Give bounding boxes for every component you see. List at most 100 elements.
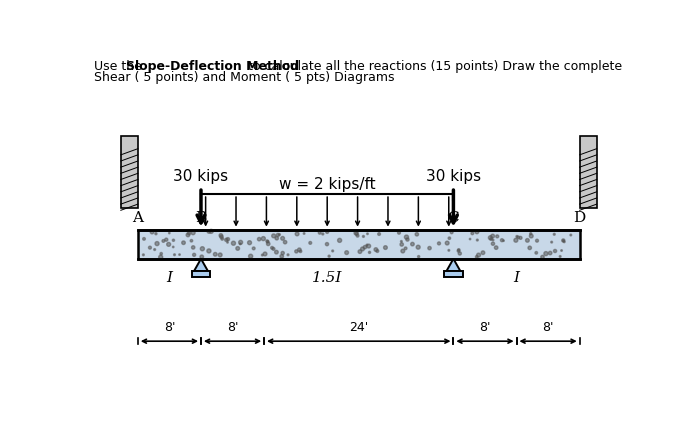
- Text: A: A: [132, 211, 144, 225]
- Point: [155, 250, 167, 257]
- Point: [526, 232, 537, 239]
- Point: [228, 240, 239, 247]
- Point: [471, 253, 482, 260]
- Point: [540, 250, 552, 257]
- Point: [454, 250, 466, 257]
- Point: [279, 239, 290, 246]
- Point: [317, 230, 328, 237]
- Point: [216, 232, 227, 239]
- Point: [558, 237, 569, 244]
- Point: [558, 237, 569, 244]
- Text: 8': 8': [164, 321, 175, 334]
- Point: [487, 236, 498, 243]
- Point: [446, 229, 457, 236]
- Point: [358, 233, 369, 240]
- Point: [262, 238, 273, 245]
- Point: [510, 237, 522, 244]
- Point: [442, 239, 453, 246]
- Point: [395, 238, 407, 245]
- Point: [262, 238, 274, 245]
- Point: [380, 244, 391, 251]
- Point: [473, 252, 484, 259]
- Point: [393, 229, 405, 236]
- Point: [139, 236, 150, 243]
- Point: [453, 246, 464, 253]
- Text: C: C: [447, 211, 459, 225]
- Point: [407, 241, 418, 248]
- Point: [334, 237, 345, 244]
- Point: [197, 245, 208, 252]
- Point: [565, 232, 576, 239]
- Point: [364, 249, 375, 256]
- Point: [354, 248, 365, 255]
- Point: [413, 253, 424, 260]
- Point: [363, 243, 374, 250]
- Point: [531, 250, 542, 257]
- Point: [232, 245, 244, 252]
- Bar: [444, 271, 463, 277]
- Text: 30 kips: 30 kips: [426, 169, 481, 184]
- Point: [357, 246, 368, 253]
- Point: [511, 233, 522, 240]
- Point: [272, 232, 284, 239]
- Point: [244, 239, 256, 246]
- Point: [138, 251, 149, 258]
- Point: [554, 253, 566, 260]
- Point: [433, 240, 444, 247]
- Point: [163, 241, 174, 248]
- Point: [531, 237, 542, 244]
- Polygon shape: [447, 259, 461, 271]
- Point: [164, 229, 175, 236]
- Text: 8': 8': [227, 321, 238, 334]
- Text: 30 kips: 30 kips: [174, 169, 228, 184]
- Text: 1.5I: 1.5I: [312, 271, 342, 285]
- Point: [188, 251, 199, 258]
- Point: [372, 247, 383, 254]
- Point: [196, 253, 207, 260]
- Point: [260, 250, 271, 257]
- Point: [294, 246, 305, 253]
- Point: [525, 230, 536, 237]
- Point: [400, 245, 411, 252]
- Point: [491, 233, 503, 240]
- Point: [216, 233, 227, 240]
- Point: [183, 230, 195, 237]
- Point: [169, 251, 180, 258]
- Point: [271, 235, 282, 242]
- Point: [271, 249, 282, 256]
- Point: [496, 237, 507, 244]
- Text: to calculate all the reactions (15 points) Draw the complete: to calculate all the reactions (15 point…: [244, 60, 622, 73]
- Point: [362, 230, 373, 237]
- Point: [277, 250, 288, 257]
- Point: [323, 253, 335, 260]
- Text: 8': 8': [480, 321, 491, 334]
- Bar: [580, 135, 596, 208]
- Point: [245, 253, 256, 260]
- Point: [487, 232, 498, 239]
- Point: [444, 235, 455, 242]
- Bar: [192, 271, 210, 277]
- Point: [524, 244, 536, 251]
- Point: [188, 244, 199, 251]
- Point: [467, 230, 478, 237]
- Point: [146, 229, 158, 236]
- Point: [549, 231, 560, 238]
- Point: [174, 251, 185, 258]
- Point: [370, 246, 382, 253]
- Point: [314, 229, 326, 236]
- Point: [168, 237, 179, 244]
- Text: I: I: [514, 271, 519, 285]
- Point: [487, 240, 498, 247]
- Point: [186, 237, 197, 244]
- Point: [150, 230, 162, 237]
- Point: [556, 247, 567, 254]
- Point: [351, 229, 362, 236]
- Point: [465, 236, 476, 243]
- Point: [223, 236, 234, 243]
- Text: Shear ( 5 points) and Moment ( 5 pts) Diagrams: Shear ( 5 points) and Moment ( 5 pts) Di…: [94, 71, 394, 84]
- Point: [203, 247, 214, 254]
- Point: [203, 228, 214, 235]
- Point: [472, 236, 483, 243]
- Point: [402, 236, 413, 243]
- Text: I: I: [167, 271, 172, 285]
